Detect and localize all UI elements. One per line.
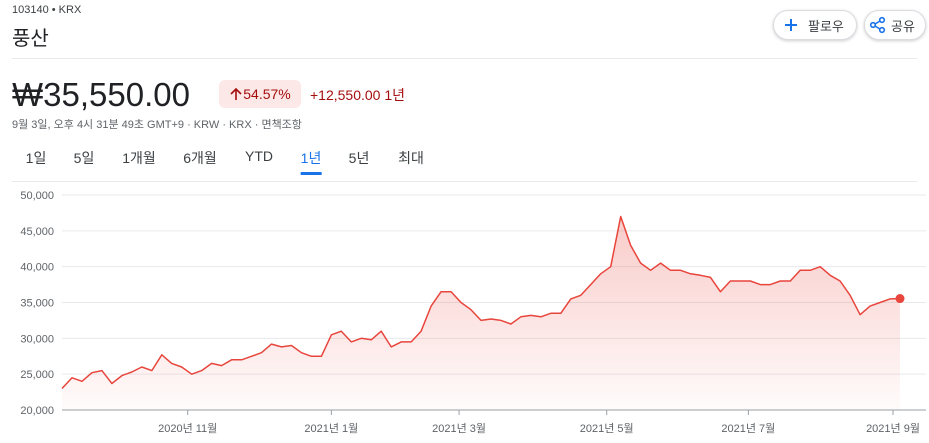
company-name: 풍산 — [12, 28, 49, 50]
change-badge: 54.57% — [219, 80, 301, 108]
y-tick-label: 30,000 — [20, 333, 54, 345]
tab[interactable]: 5년 — [348, 150, 370, 166]
price-line — [61, 215, 901, 390]
tab[interactable]: 1개월 — [122, 150, 156, 166]
x-tick-label: 2021년 1월 — [304, 422, 358, 435]
plus-icon — [785, 19, 797, 31]
y-tick-label: 45,000 — [20, 226, 54, 238]
last-point — [895, 294, 905, 304]
follow-button[interactable]: 팔로우 — [773, 10, 857, 40]
change-period: 1년 — [384, 87, 406, 103]
change-percent: 54.57% — [243, 86, 291, 102]
y-tick-label: 35,000 — [20, 298, 54, 310]
ticker: 103140 • KRX — [12, 4, 82, 16]
change-row: +12,550.00 1년 — [310, 85, 405, 105]
follow-label: 팔로우 — [808, 18, 844, 34]
x-tick-label: 2021년 3월 — [432, 422, 486, 435]
tab[interactable]: YTD — [245, 148, 273, 164]
chart: 20,000 25,000 30,000 35,000 40,000 45,000 50,0… — [20, 190, 926, 435]
share-label: 공유 — [891, 18, 915, 34]
tab[interactable]: 6개월 — [183, 150, 217, 166]
area — [62, 216, 900, 410]
up-arrow — [230, 87, 242, 100]
divider — [12, 181, 917, 182]
tab[interactable]: 5일 — [73, 150, 95, 166]
share-icon — [869, 16, 886, 34]
x-tick-label: 2021년 9월 — [866, 422, 920, 435]
y-tick-label: 25,000 — [20, 369, 54, 381]
price: ₩35,550.00 — [12, 76, 190, 113]
x-tick-label: 2021년 7월 — [721, 422, 775, 435]
subtitle: 9월 3일, 오후 4시 31분 49초 GMT+9 · KRW · KRX ·… — [12, 119, 302, 131]
divider — [12, 58, 917, 59]
x-tick-label: 2020년 11월 — [158, 422, 217, 435]
tab[interactable]: 최대 — [398, 150, 424, 166]
share-button[interactable]: 공유 — [864, 10, 926, 40]
y-tick-label: 20,000 — [20, 405, 54, 417]
y-tick-label: 40,000 — [20, 262, 54, 274]
tab[interactable]: 1일 — [25, 150, 47, 166]
change-value: +12,550.00 — [310, 87, 381, 103]
x-tick-label: 2021년 5월 — [580, 422, 634, 435]
y-tick-label: 50,000 — [20, 190, 54, 202]
tab-selected[interactable]: 1년 — [300, 148, 322, 175]
